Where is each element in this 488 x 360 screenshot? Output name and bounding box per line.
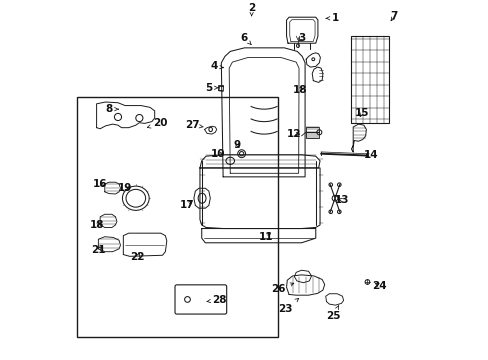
Text: 17: 17 — [180, 201, 194, 210]
Bar — [351, 36, 388, 123]
Text: 5: 5 — [205, 83, 218, 93]
Text: 15: 15 — [354, 108, 368, 118]
Text: 12: 12 — [286, 129, 301, 139]
Text: 11: 11 — [258, 233, 273, 242]
Bar — [77, 97, 278, 337]
Text: 26: 26 — [270, 283, 293, 294]
Text: 22: 22 — [130, 252, 144, 262]
Text: 6: 6 — [241, 33, 251, 45]
Bar — [218, 85, 223, 90]
Text: 18: 18 — [292, 85, 306, 95]
Text: 2: 2 — [247, 3, 255, 16]
Text: 1: 1 — [325, 13, 338, 23]
Bar — [305, 127, 319, 138]
Text: 9: 9 — [233, 140, 241, 150]
Text: 8: 8 — [105, 104, 118, 114]
Text: 20: 20 — [147, 118, 168, 129]
Text: 19: 19 — [118, 183, 132, 193]
Text: 25: 25 — [325, 306, 340, 321]
FancyBboxPatch shape — [175, 285, 226, 314]
Text: 18: 18 — [89, 220, 103, 230]
Text: 3: 3 — [297, 33, 305, 43]
Text: 21: 21 — [91, 245, 105, 255]
Text: 7: 7 — [390, 12, 397, 22]
Text: 13: 13 — [335, 195, 349, 205]
Text: 14: 14 — [363, 150, 378, 161]
Text: 28: 28 — [206, 295, 226, 305]
Text: 24: 24 — [372, 280, 386, 291]
Text: 4: 4 — [210, 61, 223, 71]
Text: 10: 10 — [210, 149, 224, 159]
Text: 23: 23 — [278, 298, 298, 314]
Text: 16: 16 — [93, 179, 107, 189]
Text: 27: 27 — [185, 120, 203, 130]
